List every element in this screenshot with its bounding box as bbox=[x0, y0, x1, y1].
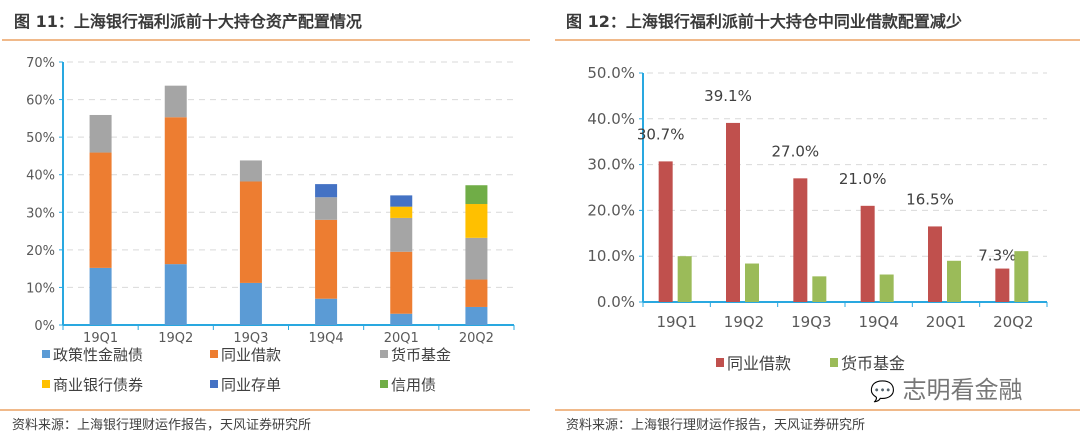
right-y-tick-label: 10.0% bbox=[587, 247, 635, 265]
right-x-label: 19Q1 bbox=[656, 313, 696, 331]
left-bar-19Q2-policy_bond bbox=[164, 264, 187, 325]
left-y-tick-label: 10% bbox=[26, 281, 55, 296]
left-legend-label: 信用债 bbox=[391, 376, 436, 394]
right-bar-19Q4-right_fund bbox=[879, 274, 894, 302]
left-bar-19Q3-interbank_loan bbox=[239, 181, 262, 283]
right-data-label: 30.7% bbox=[637, 125, 685, 143]
right-legend-swatch bbox=[716, 358, 724, 367]
left-x-label: 19Q2 bbox=[158, 331, 193, 346]
right-y-tick-label: 0.0% bbox=[597, 293, 635, 311]
left-legend-label: 同业存单 bbox=[221, 376, 281, 394]
right-y-tick-label: 20.0% bbox=[587, 201, 635, 219]
right-bar-19Q3-right_fund bbox=[812, 276, 827, 302]
right-x-label: 20Q1 bbox=[926, 313, 966, 331]
right-bar-19Q2-right_loan bbox=[726, 122, 740, 302]
right-bar-19Q3-right_loan bbox=[793, 178, 808, 302]
left-y-tick-label: 30% bbox=[26, 206, 55, 221]
left-legend-label: 同业借款 bbox=[221, 346, 281, 364]
left-legend-swatch bbox=[42, 380, 50, 388]
left-title-divider bbox=[2, 39, 530, 41]
right-source-divider bbox=[555, 409, 1080, 411]
right-legend-swatch bbox=[830, 358, 838, 367]
left-x-label: 19Q1 bbox=[83, 331, 118, 346]
left-legend-swatch bbox=[42, 350, 50, 358]
right-bar-19Q2-right_fund bbox=[745, 263, 759, 302]
right-x-label: 19Q4 bbox=[858, 313, 898, 331]
left-legend-label: 政策性金融债 bbox=[53, 346, 143, 364]
left-bar-20Q2-credit_bond bbox=[465, 185, 488, 205]
left-x-label: 20Q2 bbox=[459, 331, 494, 346]
left-bar-20Q1-ncd bbox=[390, 195, 413, 207]
left-bar-20Q1-policy_bond bbox=[390, 313, 413, 325]
left-legend-label: 货币基金 bbox=[391, 346, 451, 364]
right-bar-20Q1-right_fund bbox=[947, 260, 961, 302]
left-y-tick-label: 60% bbox=[26, 94, 55, 109]
watermark: 💬 志明看金融 bbox=[870, 370, 1023, 405]
right-data-label: 16.5% bbox=[906, 190, 954, 208]
left-bar-19Q3-policy_bond bbox=[239, 282, 262, 325]
left-legend-swatch bbox=[210, 350, 218, 358]
left-source: 资料来源：上海银行理财运作报告，天风证券研究所 bbox=[12, 418, 312, 433]
left-bar-19Q4-money_fund bbox=[315, 197, 338, 220]
right-bar-20Q1-right_loan bbox=[928, 226, 942, 302]
left-y-tick-label: 70% bbox=[26, 56, 55, 71]
left-legend-swatch bbox=[380, 350, 388, 358]
right-bar-20Q2-right_fund bbox=[1014, 251, 1029, 302]
right-data-label: 27.0% bbox=[772, 142, 820, 160]
right-chart-title: 图 12：上海银行福利派前十大持仓中同业借款配置减少 bbox=[566, 12, 962, 31]
right-data-label: 7.3% bbox=[978, 247, 1016, 265]
watermark-text: 志明看金融 bbox=[902, 376, 1023, 404]
right-bar-19Q1-right_fund bbox=[677, 256, 692, 302]
left-bar-19Q3-money_fund bbox=[239, 160, 262, 182]
right-title-divider bbox=[555, 39, 1080, 41]
left-bar-19Q1-policy_bond bbox=[89, 267, 112, 325]
left-bar-19Q4-ncd bbox=[315, 184, 338, 198]
left-bar-20Q2-money_fund bbox=[465, 237, 488, 280]
right-source: 资料来源：上海银行理财运作报告，天风证券研究所 bbox=[566, 418, 866, 433]
left-chart-title: 图 11：上海银行福利派前十大持仓资产配置情况 bbox=[14, 12, 362, 31]
left-legend-swatch bbox=[210, 380, 218, 388]
right-bar-20Q2-right_loan bbox=[995, 268, 1010, 302]
left-bar-19Q4-policy_bond bbox=[315, 298, 338, 325]
left-bar-20Q2-interbank_loan bbox=[465, 279, 488, 307]
right-x-label: 19Q3 bbox=[791, 313, 831, 331]
left-y-tick-label: 20% bbox=[26, 244, 55, 259]
right-bar-19Q1-right_loan bbox=[658, 161, 673, 302]
left-x-label: 20Q1 bbox=[384, 331, 419, 346]
left-bar-19Q2-money_fund bbox=[164, 85, 187, 118]
left-x-label: 19Q4 bbox=[309, 331, 344, 346]
left-y-tick-label: 0% bbox=[34, 319, 55, 334]
left-legend-label: 商业银行债券 bbox=[53, 376, 143, 394]
left-bar-19Q4-interbank_loan bbox=[315, 219, 338, 299]
right-y-tick-label: 30.0% bbox=[587, 156, 635, 174]
left-bar-20Q2-policy_bond bbox=[465, 306, 488, 325]
right-legend-label: 货币基金 bbox=[841, 354, 905, 373]
left-bar-19Q2-interbank_loan bbox=[164, 117, 187, 265]
left-y-tick-label: 40% bbox=[26, 169, 55, 184]
right-x-label: 20Q2 bbox=[993, 313, 1033, 331]
left-source-divider bbox=[0, 409, 530, 411]
left-y-tick-label: 50% bbox=[26, 131, 55, 146]
right-data-label: 21.0% bbox=[839, 170, 887, 188]
wechat-icon: 💬 bbox=[870, 379, 895, 403]
right-y-tick-label: 40.0% bbox=[587, 110, 635, 128]
right-data-label: 39.1% bbox=[704, 87, 752, 105]
left-bar-19Q1-money_fund bbox=[89, 114, 112, 153]
right-legend-label: 同业借款 bbox=[727, 354, 791, 373]
left-bar-19Q1-interbank_loan bbox=[89, 152, 112, 268]
right-x-label: 19Q2 bbox=[724, 313, 764, 331]
left-bar-20Q1-bank_bond bbox=[390, 206, 413, 218]
left-bar-20Q2-bank_bond bbox=[465, 204, 488, 238]
left-legend-swatch bbox=[380, 380, 388, 388]
left-bar-20Q1-interbank_loan bbox=[390, 251, 413, 314]
left-x-label: 19Q3 bbox=[233, 331, 268, 346]
right-bar-19Q4-right_loan bbox=[860, 205, 875, 302]
left-bar-20Q1-money_fund bbox=[390, 217, 413, 252]
right-y-tick-label: 50.0% bbox=[587, 64, 635, 82]
